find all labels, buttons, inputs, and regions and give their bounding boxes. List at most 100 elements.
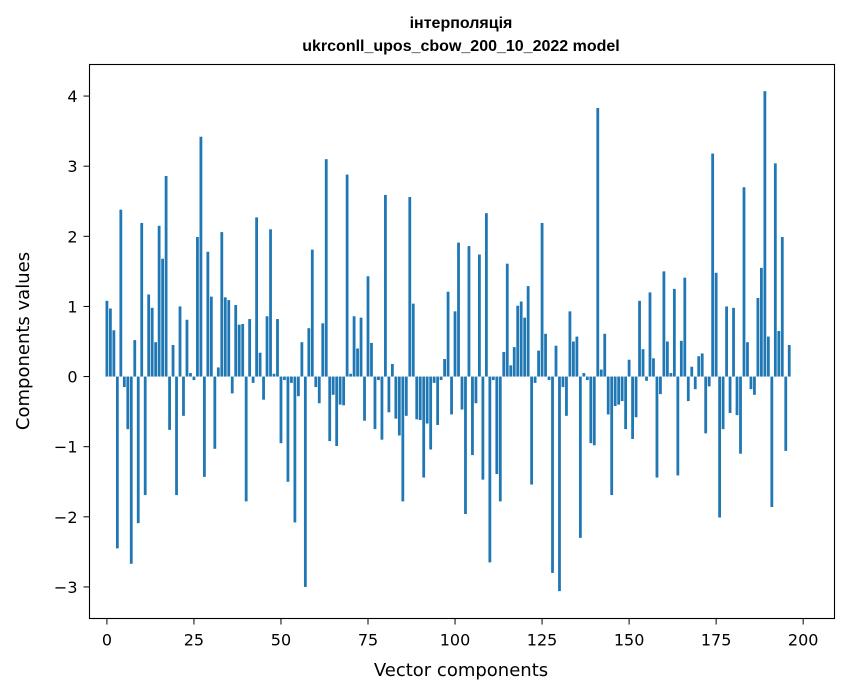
bar [370, 342, 373, 377]
bar [129, 376, 133, 564]
y-tick-label: 4 [67, 87, 77, 106]
bar [467, 246, 471, 377]
bar [453, 311, 457, 377]
bar [592, 376, 596, 446]
bar [237, 324, 241, 377]
bar [223, 297, 227, 377]
bar [763, 91, 767, 377]
bar [700, 353, 704, 377]
bar [460, 376, 464, 410]
bar [206, 251, 210, 377]
bar [704, 376, 708, 434]
x-tick-label: 50 [271, 631, 291, 650]
bar [216, 367, 220, 377]
bar [436, 376, 440, 425]
bar [756, 298, 760, 377]
bar [446, 291, 450, 377]
bar [234, 305, 238, 377]
bar [345, 174, 349, 377]
bar [669, 373, 673, 377]
bar [133, 340, 137, 377]
bar [352, 316, 356, 377]
bar [157, 225, 161, 377]
bar [185, 319, 189, 377]
bar [258, 352, 262, 377]
bar [627, 359, 631, 377]
bar [230, 376, 234, 394]
bar [112, 330, 116, 377]
bar [641, 349, 645, 377]
bar [582, 373, 586, 377]
bar [276, 319, 279, 377]
bar [512, 347, 516, 377]
bar [655, 376, 659, 478]
bar [324, 159, 328, 377]
bar [262, 376, 265, 400]
bar [554, 345, 558, 377]
bar [338, 376, 342, 405]
bar [732, 307, 735, 377]
x-tick-label: 75 [358, 631, 378, 650]
bar [366, 276, 370, 377]
bar [359, 317, 363, 377]
bar [161, 258, 164, 377]
bar [711, 153, 715, 377]
bar [164, 176, 168, 377]
bar [519, 301, 523, 377]
bar [401, 376, 405, 502]
bar [610, 376, 614, 496]
bar [422, 376, 426, 478]
bar [478, 254, 481, 377]
bar [390, 363, 394, 377]
bar [387, 376, 391, 413]
bar [293, 376, 297, 523]
bar [484, 213, 488, 377]
bar [251, 376, 255, 383]
bar [182, 376, 185, 416]
bar [394, 376, 398, 419]
bar [707, 376, 711, 387]
bar [693, 376, 697, 390]
bar [544, 333, 547, 377]
x-tick-label: 25 [184, 631, 204, 650]
bar [537, 350, 540, 377]
bar [418, 376, 422, 421]
bar [780, 237, 784, 377]
x-tick-label: 125 [527, 631, 558, 650]
bar [317, 376, 321, 404]
bar [244, 376, 248, 502]
bar [439, 376, 443, 381]
y-tick-label: 2 [67, 227, 77, 246]
bar [676, 376, 680, 476]
x-tick-label: 100 [440, 631, 471, 650]
plot-frame [88, 63, 836, 620]
y-tick-label: −2 [54, 508, 78, 527]
bar [321, 323, 325, 377]
bar [613, 376, 617, 407]
bar [697, 356, 701, 377]
bar [300, 342, 304, 377]
bar [739, 376, 742, 454]
chart-title: інтерполяція [410, 15, 513, 32]
x-axis-ticks: 0 25 50 75 100 125 150 175 200 [102, 618, 818, 650]
bar [749, 376, 753, 390]
bar [672, 288, 676, 377]
y-axis-ticks: −3 −2 −1 0 1 2 3 4 [54, 87, 90, 597]
bar [122, 376, 126, 388]
bar [314, 376, 318, 388]
bar [147, 294, 151, 377]
bar [272, 373, 276, 377]
bar [241, 323, 245, 377]
bar [178, 306, 182, 377]
bar [380, 376, 384, 440]
bar [335, 376, 339, 446]
bar [505, 263, 509, 377]
bar [585, 376, 589, 381]
bar [495, 376, 499, 475]
bar [342, 376, 346, 406]
bar [770, 376, 774, 507]
bar [373, 376, 377, 430]
bar [777, 330, 781, 377]
bar [572, 341, 575, 377]
y-tick-label: −1 [54, 438, 78, 457]
